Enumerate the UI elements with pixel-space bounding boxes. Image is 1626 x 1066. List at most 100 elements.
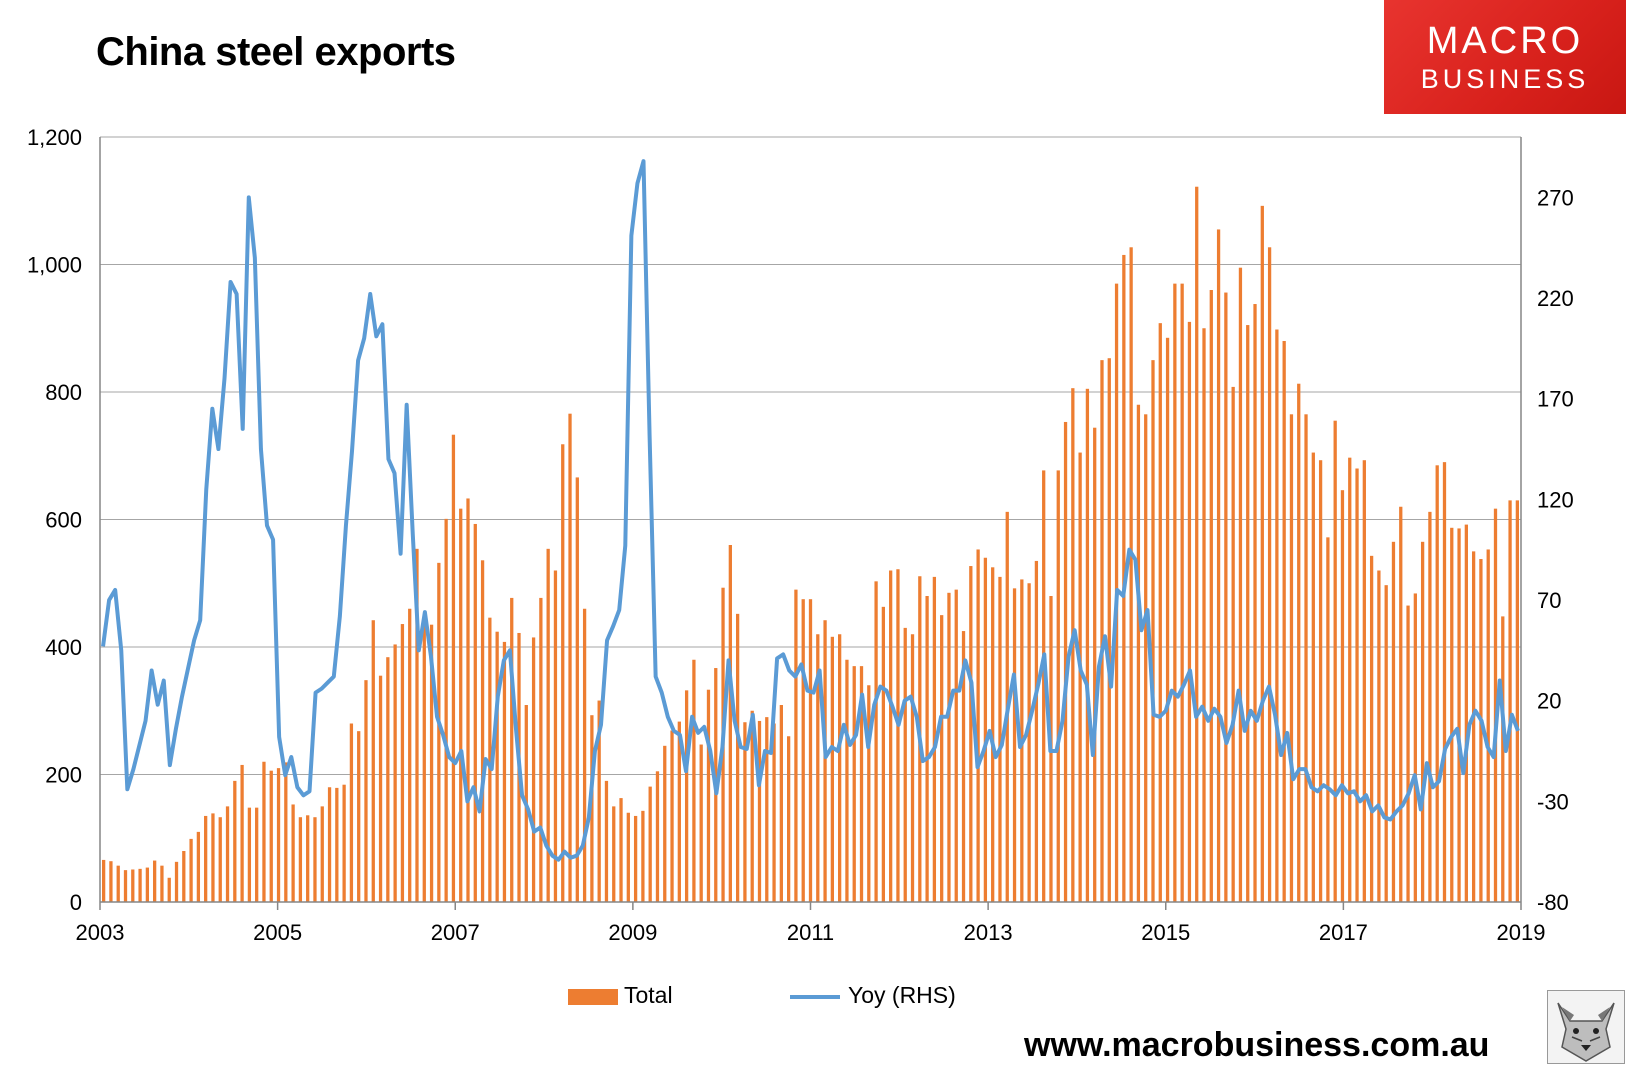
bar-total xyxy=(670,730,674,902)
bar-total xyxy=(1333,420,1337,902)
x-tick-label: 2005 xyxy=(253,920,302,945)
bar-total xyxy=(131,869,135,902)
y-right-tick-label: 20 xyxy=(1537,689,1561,714)
bar-total xyxy=(1304,414,1308,902)
bar-total xyxy=(903,627,907,903)
bar-total xyxy=(313,817,317,902)
x-tick-label: 2015 xyxy=(1141,920,1190,945)
bar-total xyxy=(801,599,805,902)
bar-total xyxy=(706,689,711,902)
bar-total xyxy=(262,761,266,902)
bar-total xyxy=(1151,360,1155,903)
website-url[interactable]: www.macrobusiness.com.au xyxy=(1024,1026,1490,1064)
bar-total xyxy=(757,720,762,902)
bar-total xyxy=(459,508,463,902)
bar-total xyxy=(692,659,696,902)
bar-total xyxy=(349,723,354,902)
bar-total xyxy=(1056,470,1060,902)
bar-total xyxy=(327,787,332,902)
bar-total xyxy=(604,780,609,903)
bar-total xyxy=(138,868,142,902)
bar-total xyxy=(787,736,791,902)
bar-total xyxy=(1450,527,1454,902)
bar-total xyxy=(1202,328,1206,902)
bar-total xyxy=(408,608,412,902)
bar-total xyxy=(750,710,754,902)
bar-total xyxy=(371,620,375,902)
bar-total xyxy=(1508,500,1512,903)
bar-total xyxy=(663,745,667,902)
bar-total xyxy=(1158,323,1162,902)
bar-total xyxy=(160,865,164,902)
bar-total xyxy=(1369,555,1374,902)
y-right-tick-label: -30 xyxy=(1537,789,1569,814)
bar-total xyxy=(1501,616,1505,902)
bar-total xyxy=(145,867,150,902)
bar-total xyxy=(255,807,259,902)
bar-total xyxy=(502,641,507,902)
bar-total xyxy=(575,477,579,902)
bar-total xyxy=(123,870,128,903)
bar-total xyxy=(1399,506,1403,902)
bar-total xyxy=(976,549,980,902)
bar-total xyxy=(1231,386,1235,902)
y-right-tick-label: 70 xyxy=(1537,588,1561,613)
bar-total xyxy=(1224,292,1228,902)
y-left-tick-label: 800 xyxy=(45,380,82,405)
legend-label-total: Total xyxy=(624,982,673,1008)
x-tick-label: 2017 xyxy=(1319,920,1368,945)
y-right-tick-label: -80 xyxy=(1537,890,1569,915)
bar-total xyxy=(1340,490,1345,902)
bar-total xyxy=(539,597,543,902)
x-tick-label: 2007 xyxy=(431,920,480,945)
bar-total xyxy=(794,589,798,903)
bar-total xyxy=(845,659,849,902)
bar-total xyxy=(1042,470,1046,902)
bar-total xyxy=(1464,524,1468,902)
bar-total xyxy=(597,700,601,902)
bar-total xyxy=(378,675,383,902)
bar-total xyxy=(896,569,900,902)
bar-total xyxy=(1078,452,1082,902)
bar-total xyxy=(422,624,426,902)
bar-total xyxy=(1187,321,1192,903)
bar-total xyxy=(415,548,419,902)
bar-total xyxy=(969,566,973,902)
bar-total xyxy=(677,721,681,902)
bar-total xyxy=(298,817,303,902)
bar-total xyxy=(1260,205,1264,903)
bar-total xyxy=(364,680,368,902)
bar-total xyxy=(1246,325,1250,902)
bar-total xyxy=(655,771,660,902)
bar-total xyxy=(684,690,689,902)
bar-total xyxy=(1093,427,1097,902)
bar-total xyxy=(1027,583,1031,902)
bar-total xyxy=(765,717,769,903)
bar-total xyxy=(1406,605,1410,902)
bar-total xyxy=(743,722,747,902)
bar-total xyxy=(386,657,390,902)
y-right-tick-label: 270 xyxy=(1537,185,1574,210)
y-left-tick-label: 400 xyxy=(45,635,82,660)
bar-total xyxy=(1107,358,1111,903)
y-left-tick-label: 200 xyxy=(45,763,82,788)
bar-total xyxy=(1493,508,1498,902)
bar-total xyxy=(1012,588,1017,902)
bar-total xyxy=(102,859,106,902)
bar-total xyxy=(357,731,361,902)
bar-total xyxy=(276,768,281,903)
bar-total xyxy=(619,798,623,902)
line-yoy xyxy=(101,159,1520,862)
bar-total xyxy=(429,624,434,902)
bar-total xyxy=(1216,229,1221,902)
bar-total xyxy=(633,815,638,902)
bar-total xyxy=(1384,585,1388,902)
bar-total xyxy=(830,636,834,902)
bar-total xyxy=(480,560,485,902)
bar-total xyxy=(983,557,988,902)
bar-total xyxy=(626,812,630,902)
bar-total xyxy=(991,567,995,902)
bar-total xyxy=(699,744,703,902)
bar-total xyxy=(1209,290,1213,902)
